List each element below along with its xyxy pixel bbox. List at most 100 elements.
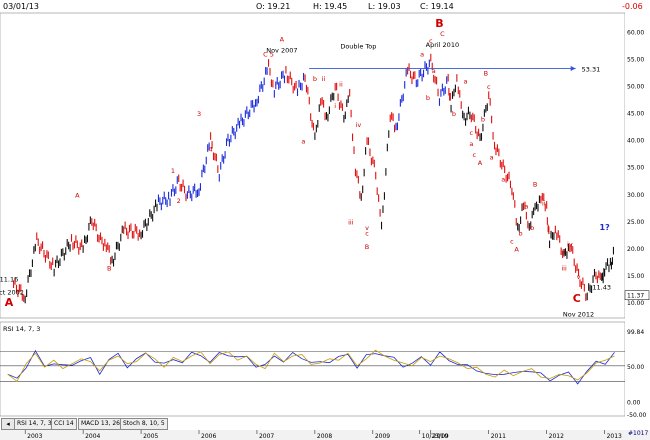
wave-label: b xyxy=(426,94,430,102)
price-y-tick: 60.00 xyxy=(627,29,644,36)
reference-layer: 53.31 xyxy=(309,66,600,74)
wave-label: ii xyxy=(322,75,326,83)
wave-label: B xyxy=(107,265,111,273)
rsi-title: RSI 14, 7, 3 xyxy=(3,325,40,333)
header-open: O: 19.21 xyxy=(256,2,291,11)
ohlc-header: 03/01/13 O: 19.21 H: 19.45 L: 19.03 C: 1… xyxy=(0,0,650,13)
scroll-left-button[interactable]: ◂ xyxy=(1,418,15,430)
wave-label: B xyxy=(365,243,369,251)
rsi-line xyxy=(7,349,615,385)
x-tick-label: 2005 xyxy=(143,433,158,440)
wave-label: b xyxy=(530,224,534,232)
wave-label: b xyxy=(313,75,317,83)
wave-label: C 5 xyxy=(263,51,274,59)
wave-label: a xyxy=(490,154,494,162)
double-top-value: 53.31 xyxy=(582,66,601,74)
wave-label: iii xyxy=(348,219,354,227)
price-y-tick: 40.00 xyxy=(627,138,644,145)
wave-label: ii xyxy=(339,80,343,88)
wave-label: iv xyxy=(356,121,362,129)
wave-label: a xyxy=(432,67,436,75)
price-y-tick: 25.00 xyxy=(627,219,644,226)
wave-label: Nov 2012 xyxy=(563,311,594,319)
rsi-panel xyxy=(0,321,626,417)
wave-label: 4 xyxy=(209,145,213,153)
wave-label: 2 xyxy=(177,197,181,205)
axis-layer: 11.3760.0055.0050.0045.0040.0035.0030.00… xyxy=(24,29,650,440)
rsi-y-tick: 99.84 xyxy=(627,329,644,336)
wave-label: Nov 2007 xyxy=(266,46,297,54)
wave-label: Oct 2002 xyxy=(0,288,24,296)
x-tick-label: 2012 xyxy=(549,433,564,440)
x-tick-label: 2013 xyxy=(607,433,622,440)
x-tick-label: 2007 xyxy=(259,433,274,440)
price-y-tick: 10.00 xyxy=(627,300,644,307)
wave-label: A xyxy=(514,246,519,254)
time-axis xyxy=(0,430,650,440)
header-date: 03/01/13 xyxy=(3,2,39,11)
wave-label: v xyxy=(365,224,369,232)
wave-label: 11.16 xyxy=(0,275,18,283)
wave-label: a xyxy=(524,202,528,210)
rsi-signal-line xyxy=(7,349,615,382)
x-tick-label: 2009 xyxy=(375,433,390,440)
wave-label: c xyxy=(487,83,491,91)
header-change: -0.06 xyxy=(622,2,643,11)
wave-label: b xyxy=(452,110,456,118)
wave-label: c xyxy=(472,151,476,159)
wave-label: 3 xyxy=(197,110,201,118)
wave-label: 1? xyxy=(600,223,611,232)
wave-label: b xyxy=(481,116,485,124)
price-y-tick: 30.00 xyxy=(627,192,644,199)
wave-label: Double Top xyxy=(340,43,376,51)
wave-label: B xyxy=(533,181,537,189)
wave-label: v xyxy=(577,273,581,281)
wave-label: 1 xyxy=(171,167,175,175)
price-y-tick: 50.00 xyxy=(627,83,644,90)
wave-label: a xyxy=(420,51,424,59)
price-y-tick: 55.00 xyxy=(627,56,644,63)
wave-label: c xyxy=(365,229,369,237)
rsi-y-tick: 0.00 xyxy=(627,399,641,406)
tab-rsi[interactable]: RSI 14, 7, 3 xyxy=(14,418,55,430)
wave-label: a xyxy=(301,137,305,145)
wave-label: C xyxy=(573,292,581,305)
wave-label: April 2010 xyxy=(426,41,459,49)
x-tick-label: 2003 xyxy=(27,433,42,440)
wave-label: b xyxy=(519,229,523,237)
bar-count-badge: #1017 xyxy=(628,430,649,437)
wave-label: ii xyxy=(542,200,546,208)
price-panel xyxy=(0,12,626,319)
wave-label: A xyxy=(478,159,483,167)
rsi-layer: RSI 14, 7, 3 xyxy=(0,325,625,385)
wave-label: iv xyxy=(567,240,573,248)
header-low: L: 19.03 xyxy=(368,2,401,11)
wave-label: c xyxy=(429,37,433,45)
wave-label: i xyxy=(334,102,336,110)
rsi-y-tick: 50.00 xyxy=(627,364,644,371)
header-close: C: 19.14 xyxy=(420,2,454,11)
wave-label: A xyxy=(75,192,80,200)
wave-label: iii xyxy=(560,248,566,256)
wave-label: B xyxy=(435,17,443,30)
tab-cci[interactable]: CCI 14 xyxy=(51,418,77,430)
price-y-tick: 15.00 xyxy=(627,273,644,280)
wave-label: a xyxy=(464,78,468,86)
price-series-layer xyxy=(13,53,615,304)
x-tick-label: 2011 xyxy=(491,433,506,440)
tab-stoch[interactable]: Stoch 8, 10, 5 xyxy=(120,418,168,430)
price-y-tick: 20.00 xyxy=(627,246,644,253)
wave-label: a xyxy=(501,175,505,183)
wave-label: iii xyxy=(561,265,567,273)
price-axis xyxy=(625,13,650,418)
wave-label: c xyxy=(510,238,514,246)
price-y-tick: 35.00 xyxy=(627,165,644,172)
wave-label: B xyxy=(484,70,488,78)
wave-label: A xyxy=(5,296,14,309)
header-high: H: 19.45 xyxy=(313,2,348,11)
wave-label: C xyxy=(440,30,445,38)
x-tick-label: 2010 xyxy=(433,433,448,440)
